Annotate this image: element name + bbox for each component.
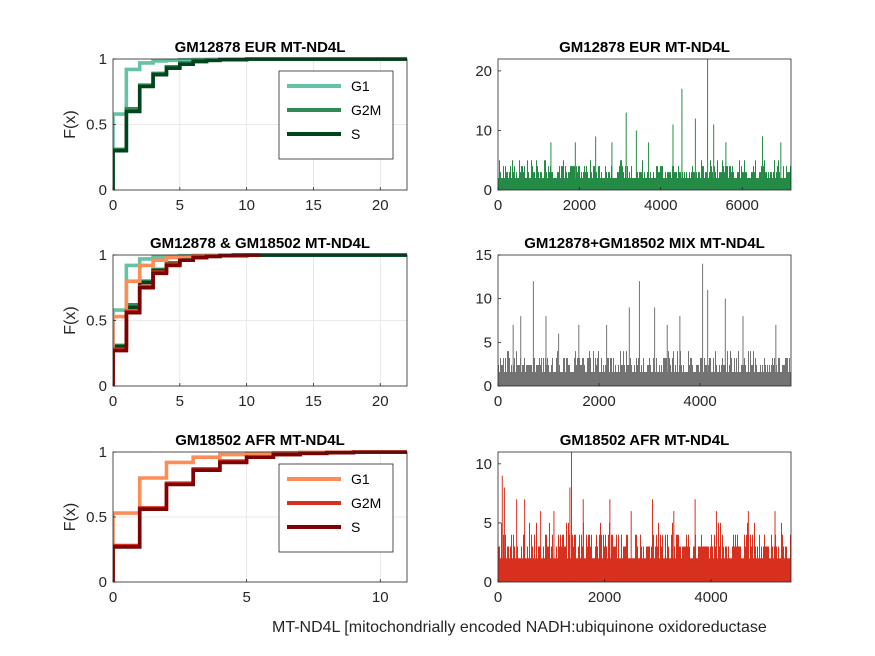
chart-5-ytick-label-0: 0 [484,574,492,591]
chart-1-xtick-label-3: 6000 [725,197,758,214]
chart-4-series-2 [113,450,407,582]
chart-3-data [498,263,791,386]
chart-3-ytick-label-1: 5 [484,334,492,351]
chart-5-bars-base [498,558,791,582]
chart-0-ylabel: F(x) [62,110,79,138]
chart-0-xtick-label-0: 0 [109,197,117,214]
chart-0-xtick-label-1: 5 [176,197,184,214]
chart-0-xtick-label-2: 10 [238,197,255,214]
chart-1-bars-base [498,178,791,190]
chart-5-xtick-label-1: 2000 [588,589,621,606]
chart-1-ytick-label-1: 10 [475,122,492,139]
chart-1-data [498,59,791,190]
chart-4-ytick-label-0: 0 [99,574,107,591]
chart-4-title: GM18502 AFR MT-ND4L [175,432,344,449]
hist-mix-panel: 0 2000 4000 0 5 10 15 GM12878+GM18502 MIX MT-ND… [475,235,792,410]
chart-4-ytick-label-2: 1 [99,444,107,461]
chart-5-xtick-label-0: 0 [494,589,502,606]
chart-0-ytick-label-2: 1 [99,51,107,68]
chart-0-xtick-label-4: 20 [372,197,389,214]
chart-2-ytick-label-1: 0.5 [86,313,107,330]
chart-1-plot-area [498,59,791,190]
chart-2-ytick-label-0: 0 [99,378,107,395]
cdf-eur-panel: 0 5 10 15 20 0 0.5 1 GM12878 EUR MT-ND4L F(x) G1 G2… [62,39,408,214]
chart-3-plot-area [498,255,791,386]
chart-0-legend: G1 G2M S [278,70,394,160]
chart-2-xtick-label-2: 10 [238,393,255,410]
chart-5-xtick-label-2: 4000 [694,589,727,606]
chart-2-xtick-label-1: 5 [176,393,184,410]
chart-4-xtick-label-1: 5 [242,589,250,606]
chart-0-series-2 [113,57,407,190]
chart-1-xtick-label-1: 2000 [563,197,596,214]
chart-1-xtick-label-0: 0 [494,197,502,214]
chart-5-ytick-label-2: 10 [475,456,492,473]
chart-0-xtick-label-3: 15 [305,197,322,214]
chart-3-title: GM12878+GM18502 MIX MT-ND4L [524,235,765,252]
chart-2-xtick-label-0: 0 [109,393,117,410]
chart-0-legend-label-1: G2M [351,102,381,118]
chart-4-xtick-label-2: 10 [372,589,389,606]
chart-5-ytick-label-1: 5 [484,515,492,532]
chart-3-xtick-label-2: 4000 [683,393,716,410]
chart-4-legend-label-2: S [351,519,360,535]
cdf-afr-panel: 0 5 10 0 0.5 1 GM18502 AFR MT-ND4L F(x) G1 G2M S [62,432,408,606]
chart-4-legend-label-0: G1 [351,471,370,487]
chart-0-ytick-label-0: 0 [99,182,107,199]
chart-3-ytick-label-0: 0 [484,378,492,395]
chart-4-ylabel: F(x) [62,503,79,531]
chart-3-ytick-label-2: 10 [475,291,492,308]
chart-1-xtick-label-2: 4000 [644,197,677,214]
chart-5-title: GM18502 AFR MT-ND4L [560,432,729,449]
chart-0-legend-label-2: S [351,126,360,142]
chart-1-axes-box [497,58,792,191]
chart-0-title: GM12878 EUR MT-ND4L [175,39,346,56]
chart-5-data [498,452,791,582]
chart-4-xtick-label-0: 0 [109,589,117,606]
chart-0-legend-label-0: G1 [351,78,370,94]
chart-4-legend-label-1: G2M [351,495,381,511]
chart-2-series-5 [113,253,262,386]
chart-3-axes-box [497,254,792,387]
chart-1-ytick-label-0: 0 [484,182,492,199]
chart-2-ytick-label-2: 1 [99,247,107,264]
chart-2-title: GM12878 & GM18502 MT-ND4L [150,235,370,252]
figure-xlabel: MT-ND4L [mitochondrially encoded NADH:ub… [272,619,767,636]
hist-afr-panel: 0 2000 4000 0 5 10 GM18502 AFR MT-ND4L [475,432,792,606]
cdf-mix-panel: 0 5 10 15 20 0 0.5 1 GM12878 & GM18502 MT-ND4L F(… [62,235,408,410]
chart-1-title: GM12878 EUR MT-ND4L [559,39,730,56]
chart-2-xtick-label-4: 20 [372,393,389,410]
chart-4-ytick-label-1: 0.5 [86,509,107,526]
chart-1-ytick-label-2: 20 [475,63,492,80]
chart-3-ytick-label-3: 15 [475,247,492,264]
chart-3-bars-base [498,372,791,386]
hist-eur-panel: 0 2000 4000 6000 0 10 20 GM12878 EUR MT-ND4L [475,39,792,214]
chart-2-xtick-label-3: 15 [305,393,322,410]
chart-5-axes-box [497,451,792,583]
chart-0-ytick-label-1: 0.5 [86,117,107,134]
chart-3-xtick-label-1: 2000 [582,393,615,410]
chart-4-legend: G1 G2M S [278,463,394,553]
chart-2-ylabel: F(x) [62,306,79,334]
chart-3-xtick-label-0: 0 [494,393,502,410]
